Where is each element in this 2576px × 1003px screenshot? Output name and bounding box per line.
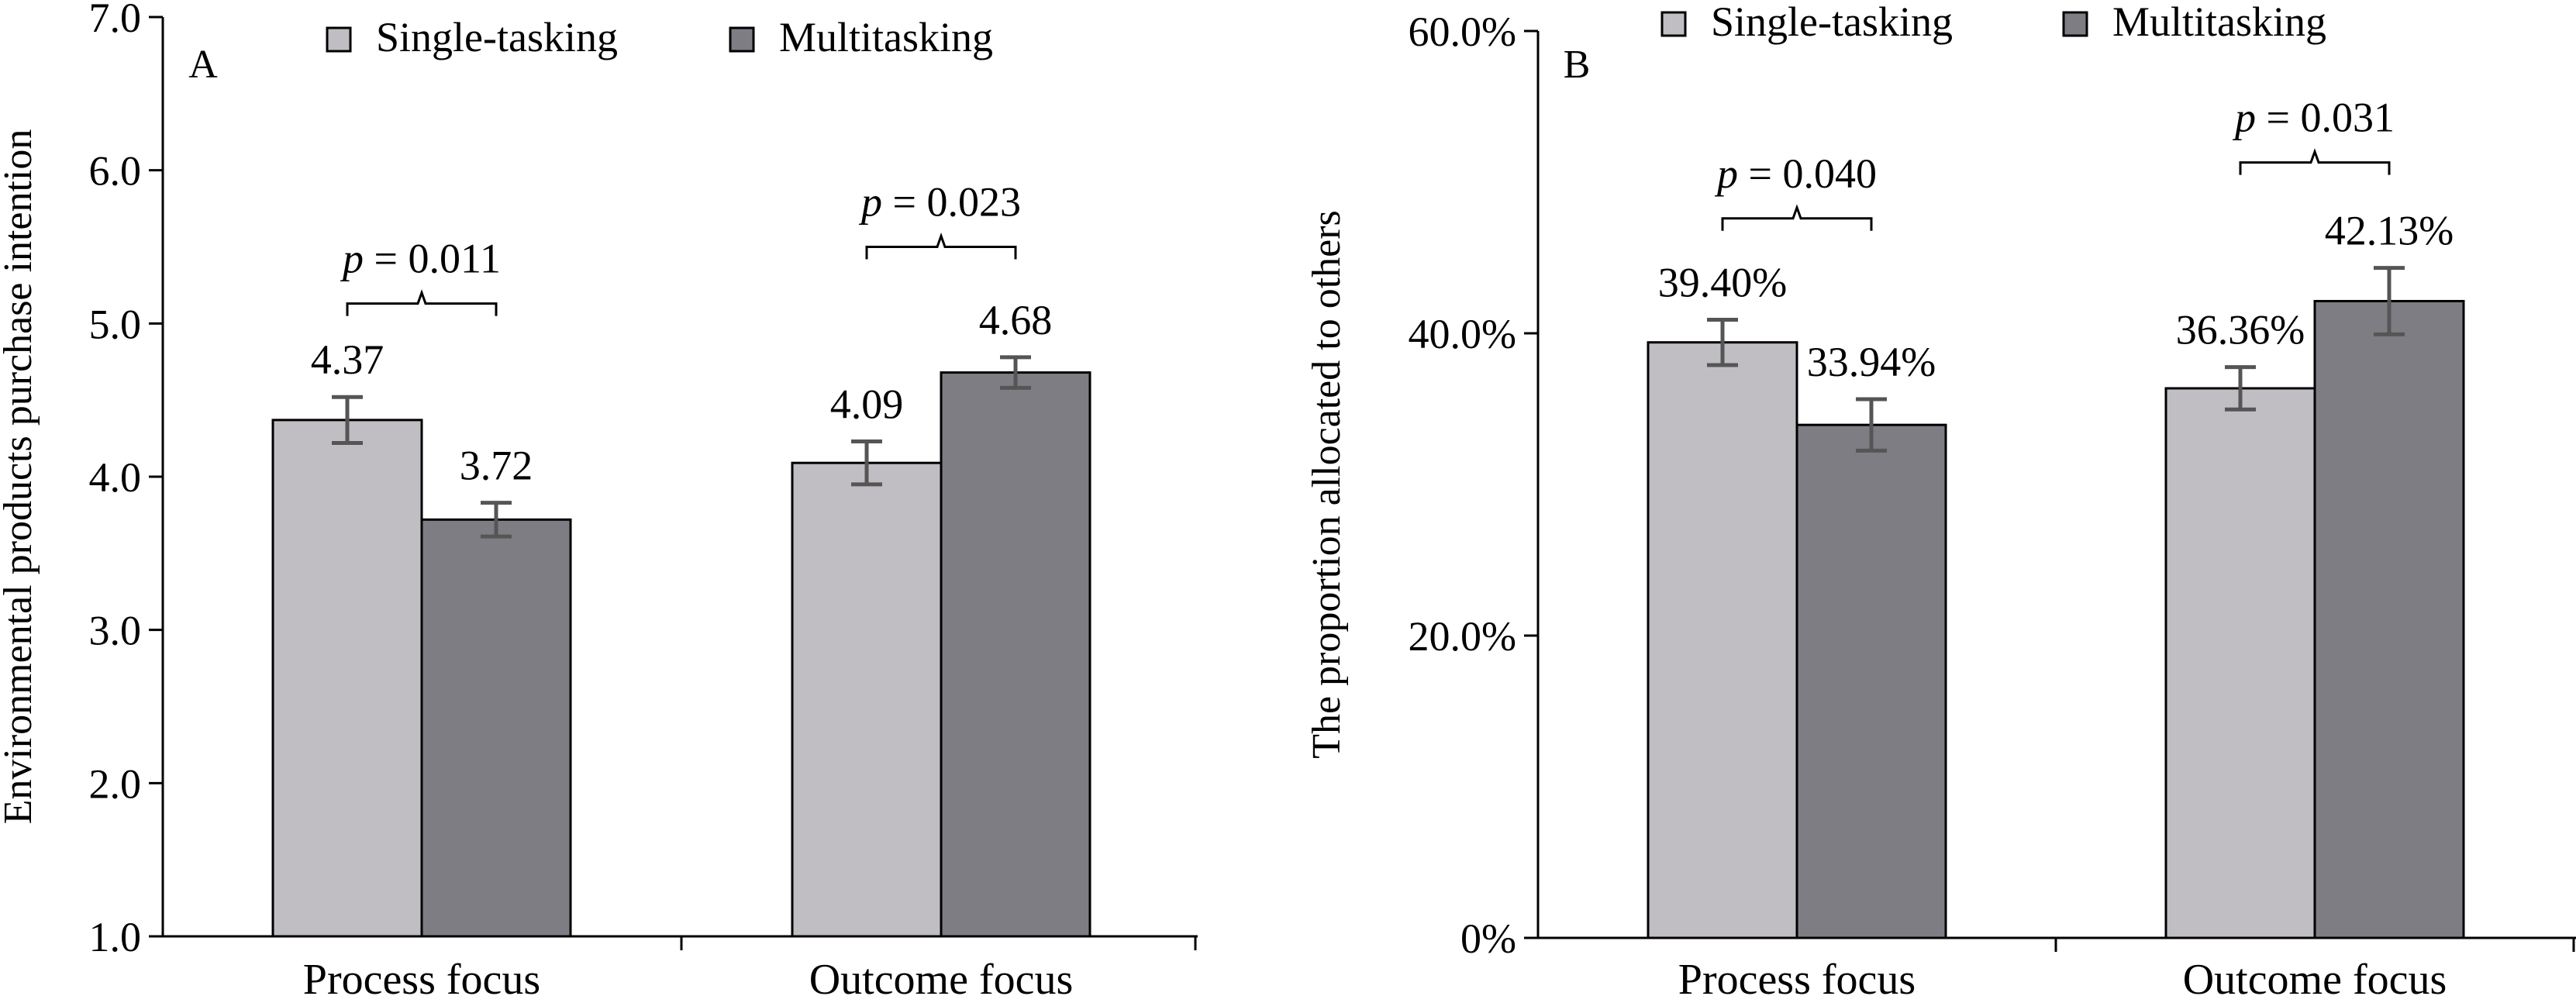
p-value-label: p = 0.023 xyxy=(858,179,1021,226)
y-tick-label: 5.0 xyxy=(89,301,142,347)
data-label: 4.37 xyxy=(311,336,385,383)
significance-bracket xyxy=(865,233,1017,260)
data-label: 4.68 xyxy=(979,297,1053,343)
legend-label-single-tasking: Single-tasking xyxy=(1711,0,1953,45)
x-category-label: Outcome focus xyxy=(2183,956,2447,999)
chart-panel-b: 0% 20.0% 40.0% 60.0% The proportion allocate… xyxy=(1305,0,2576,1003)
bar-multitasking xyxy=(1795,423,1947,939)
x-category-label: Process focus xyxy=(1678,956,1916,999)
p-value-symbol: p xyxy=(2232,95,2256,141)
p-value-text: = 0.011 xyxy=(364,236,501,282)
y-tick-label: 6.0 xyxy=(89,148,142,195)
y-tick-label: 0% xyxy=(1460,915,1516,962)
legend-label-multitasking: Multitasking xyxy=(779,14,993,60)
data-label: 36.36% xyxy=(2176,307,2305,353)
data-label: 33.94% xyxy=(1807,339,1936,385)
p-value-text: = 0.023 xyxy=(882,179,1021,226)
legend-swatch-single-tasking xyxy=(1660,11,1687,37)
bar-multitasking xyxy=(940,371,1091,938)
data-label: 39.40% xyxy=(1658,259,1787,305)
y-tick-label: 20.0% xyxy=(1409,613,1516,660)
legend-swatch-multitasking xyxy=(2062,11,2088,37)
significance-bracket xyxy=(1721,204,1873,231)
p-value-text: = 0.031 xyxy=(2256,95,2395,141)
y-tick-label: 3.0 xyxy=(89,608,142,654)
bar-single-tasking xyxy=(1647,341,1798,939)
y-axis-title: Environmental products purchase intentio… xyxy=(0,129,40,825)
p-value-label: p = 0.031 xyxy=(2232,95,2395,141)
chart-panel-a: 1.0 2.0 3.0 4.0 5.0 6.0 7.0 Environmental produ… xyxy=(0,0,1198,1003)
panel-label: A xyxy=(188,43,218,87)
p-value-label: p = 0.040 xyxy=(1714,150,1877,197)
legend-label-single-tasking: Single-tasking xyxy=(376,14,618,60)
bar-single-tasking xyxy=(2164,387,2316,939)
y-tick-label: 1.0 xyxy=(89,914,142,960)
x-category-label: Process focus xyxy=(303,956,540,999)
y-tick-label: 4.0 xyxy=(89,454,142,501)
y-tick-label: 60.0% xyxy=(1409,9,1516,55)
data-label: 3.72 xyxy=(460,443,533,489)
p-value-symbol: p xyxy=(858,179,882,226)
bar-multitasking xyxy=(2313,299,2465,939)
y-tick-label: 7.0 xyxy=(89,0,142,41)
y-axis-title: The proportion allocated to others xyxy=(1305,210,1349,759)
y-tick-label: 40.0% xyxy=(1409,311,1516,357)
x-category-label: Outcome focus xyxy=(809,956,1074,999)
data-label: 4.09 xyxy=(830,381,904,428)
significance-bracket xyxy=(2239,148,2391,175)
panel-label: B xyxy=(1564,43,1591,87)
p-value-symbol: p xyxy=(340,236,364,282)
bar-multitasking xyxy=(420,518,572,938)
p-value-symbol: p xyxy=(1714,150,1738,197)
bar-single-tasking xyxy=(791,461,943,938)
significance-bracket xyxy=(346,289,498,316)
legend-label-multitasking: Multitasking xyxy=(2112,0,2326,45)
p-value-label: p = 0.011 xyxy=(340,236,501,282)
legend-swatch-single-tasking xyxy=(326,26,352,53)
bar-single-tasking xyxy=(271,419,423,938)
p-value-text: = 0.040 xyxy=(1738,150,1877,197)
legend-swatch-multitasking xyxy=(729,26,755,53)
data-label: 42.13% xyxy=(2325,208,2454,254)
y-tick-label: 2.0 xyxy=(89,760,142,807)
